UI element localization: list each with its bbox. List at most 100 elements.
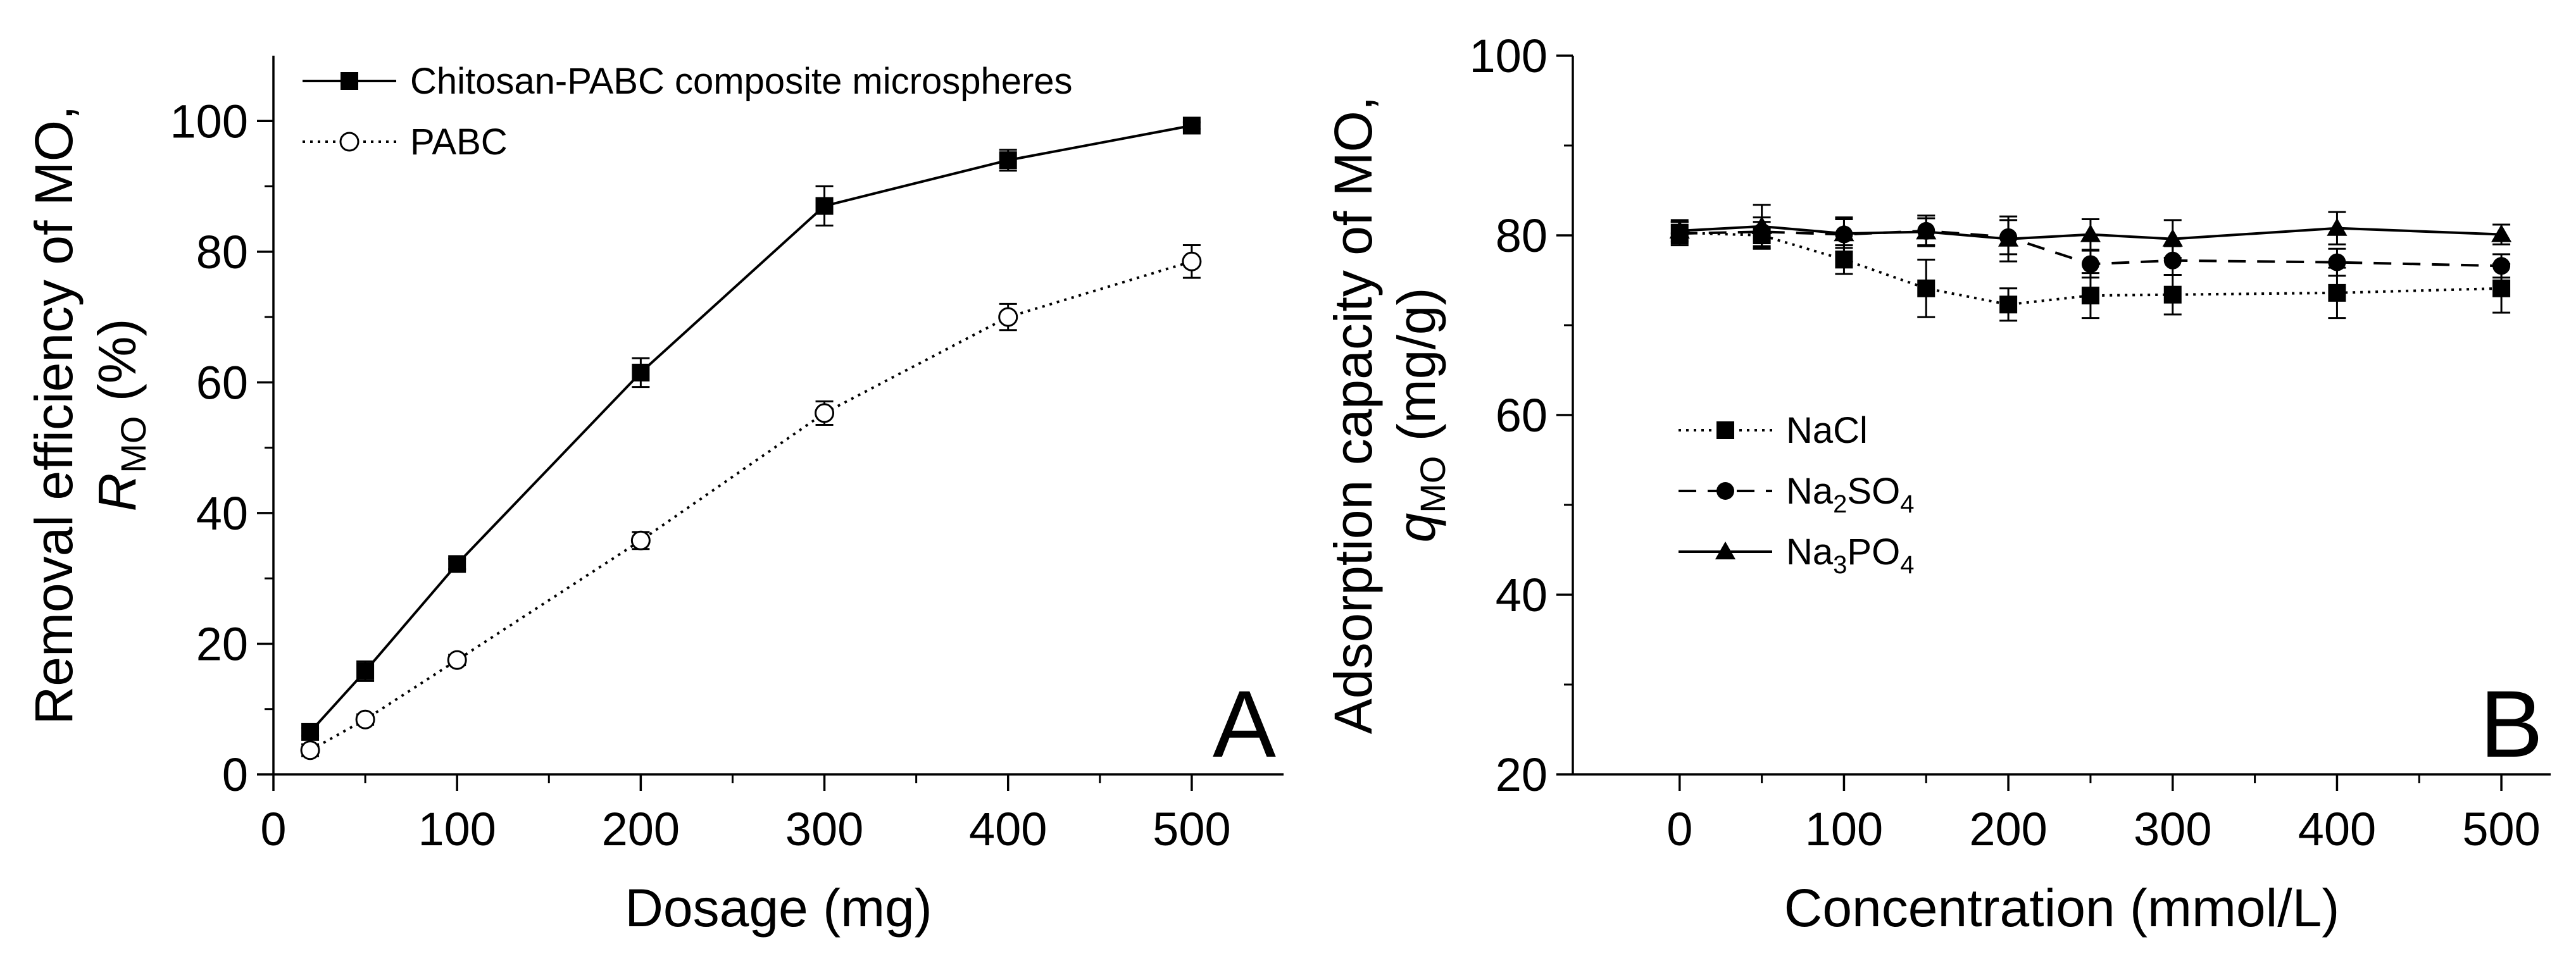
legend: Chitosan-PABC composite microspheres PABC [303,61,1073,163]
data-point [2327,218,2348,236]
legend-marker [341,72,358,90]
y-tick-label: 20 [196,617,248,670]
y-axis-subscript: MO [113,416,153,473]
y-axis-unit: (%) [87,319,147,416]
series-line [309,124,1192,733]
data-point [1751,216,1772,234]
y-tick-label: 40 [1496,569,1547,621]
data-point [355,709,375,729]
data-point [815,197,834,215]
x-tick-label: 300 [785,803,863,855]
legend-label-subscript: 3 [1833,551,1847,579]
data-point [1917,279,1935,297]
data-point [815,403,835,423]
data-point [356,662,375,680]
data-point [1916,221,1937,240]
x-tick-label: 400 [969,803,1047,855]
legend-label-subscript: 4 [1900,490,1914,518]
data-point [2492,257,2511,275]
y-tick-label: 40 [196,487,248,540]
legend-marker [1716,482,1734,500]
legend-marker [1715,541,1736,560]
data-point [1998,228,2019,247]
data-point [1834,223,1854,242]
legend-label-text: PABC [410,121,508,163]
panel-letter: A [1213,671,1276,777]
data-point [630,530,651,550]
series-0 [301,116,1201,741]
panel-letter: B [2480,671,2543,777]
data-point [1999,295,2018,314]
data-point [632,363,650,382]
legend-marker [1716,421,1734,439]
legend-label: Chitosan-PABC composite microspheres [410,61,1073,102]
y-tick-label: 80 [196,226,248,278]
x-axis-title: Concentration (mmol/L) [1784,878,2340,938]
series-line [309,260,1192,752]
y-axis-title-line1: Adsorption capacity of MO, [1323,96,1383,734]
y-axis-symbol: q [1387,512,1446,542]
legend-label-text: PO [1847,531,1900,573]
x-axis-title: Dosage (mg) [625,878,932,938]
legend-label: Na3PO4 [1786,531,1914,579]
x-tick-label: 0 [260,803,286,855]
legend-label-text: SO [1847,471,1900,512]
legend-marker [339,132,360,152]
legend-label: Na2SO4 [1786,471,1914,518]
legend-label-text: Na [1786,471,1834,512]
data-point [2080,224,2101,242]
data-point [447,650,467,670]
x-tick-label: 400 [2298,803,2376,855]
x-tick-label: 100 [418,803,496,855]
data-point [2162,228,2183,247]
data-point [999,151,1017,170]
y-tick-label: 100 [170,95,248,147]
data-point [2081,255,2099,273]
x-tick-label: 300 [2134,803,2211,855]
data-point [2328,283,2346,302]
y-tick-label: 0 [222,748,248,801]
data-point [1835,251,1853,269]
data-point [2328,253,2346,271]
legend-label: PABC [410,121,508,163]
legend-label: NaCl [1786,410,1868,451]
x-tick-label: 0 [1666,803,1692,855]
legend-label-text: Chitosan-PABC composite microspheres [410,61,1073,102]
legend-label-subscript: 2 [1833,490,1847,518]
data-point [1182,251,1202,271]
legend-label-subscript: 4 [1900,551,1914,579]
data-point [998,307,1018,327]
y-axis-unit: (mg/g) [1387,288,1446,456]
series-2 [1669,204,2512,263]
panel-a: 0 100 200 300 400 500 0 20 40 60 80 100 Dosage (mg) R… [24,56,1284,938]
data-point [1669,220,1690,239]
data-point [2491,224,2512,242]
y-tick-label: 60 [1496,389,1547,442]
data-point [301,723,320,741]
series-1 [300,244,1202,760]
y-tick-label: 20 [1496,748,1547,801]
data-point [2163,285,2182,304]
y-axis-title: Adsorption capacity of MO,qMO (mg/g) [1323,96,1453,734]
x-tick-label: 500 [2462,803,2540,855]
x-tick-label: 200 [602,803,680,855]
x-tick-label: 100 [1805,803,1883,855]
data-point [2081,287,2099,305]
legend-label-text: Na [1786,531,1834,573]
x-tick-label: 200 [1969,803,2047,855]
y-tick-label: 60 [196,356,248,409]
x-tick-label: 500 [1153,803,1230,855]
data-point [2492,279,2511,297]
y-axis-title: Removal efficiency of MO,RMO (%) [24,106,153,725]
legend-label-text: NaCl [1786,410,1868,451]
y-axis-symbol: R [87,473,147,512]
panel-b: 0 100 200 300 400 500 20 40 60 80 100 Concentration… [1323,30,2551,938]
y-tick-label: 80 [1496,209,1547,262]
y-tick-label: 100 [1470,30,1547,82]
y-axis-subscript: MO [1413,456,1453,513]
data-point [300,740,320,760]
data-point [2163,251,2182,270]
